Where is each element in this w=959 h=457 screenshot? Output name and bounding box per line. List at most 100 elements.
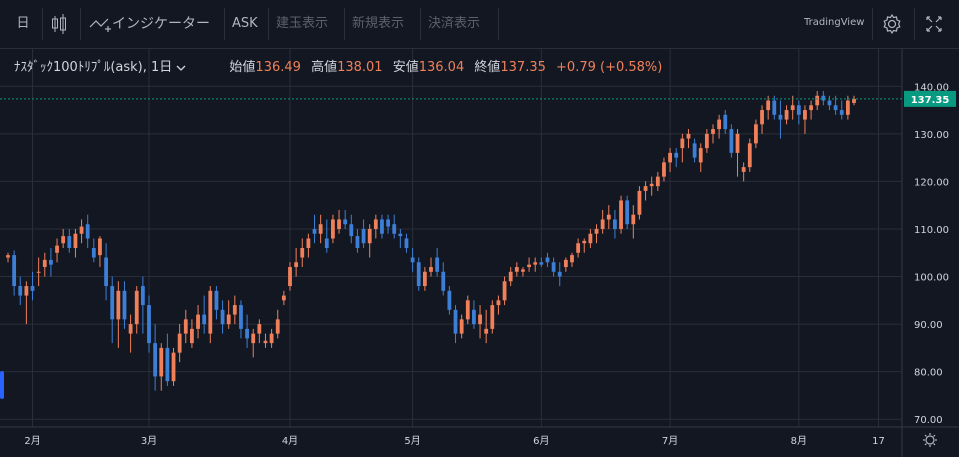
candle xyxy=(12,250,17,296)
symbol-title[interactable]: ﾅｽﾀﾞｯｸ100ﾄﾘﾌﾟﾙ(ask), 1日 xyxy=(14,60,173,75)
candle xyxy=(153,324,158,391)
candle xyxy=(735,129,740,177)
candle xyxy=(668,148,672,172)
candle xyxy=(269,328,274,348)
candle xyxy=(539,257,544,268)
y-tick-label: 120.00 xyxy=(914,177,949,188)
candle xyxy=(6,252,10,263)
candle xyxy=(723,110,728,134)
candle xyxy=(606,205,611,229)
settings-button[interactable] xyxy=(880,7,908,41)
change-value: +0.79 (+0.58%) xyxy=(556,60,663,75)
candle xyxy=(196,305,200,339)
candle xyxy=(563,257,568,272)
candle xyxy=(257,319,262,344)
time-settings-icon[interactable] xyxy=(923,433,937,447)
candle xyxy=(790,95,795,120)
candle xyxy=(521,267,525,277)
candle xyxy=(533,257,538,272)
candle xyxy=(36,257,41,287)
chevron-down-icon[interactable] xyxy=(175,62,187,74)
price-axis[interactable]: 140.00 130.00 120.00 110.00 100.00 90.00 80.00… xyxy=(901,49,949,457)
candle xyxy=(263,333,268,348)
chart-type-button[interactable] xyxy=(48,7,76,41)
y-tick-label: 130.00 xyxy=(914,130,949,141)
y-tick-label: 140.00 xyxy=(914,82,949,93)
candle xyxy=(110,276,115,344)
candle xyxy=(465,295,470,325)
candle xyxy=(122,281,127,329)
candle xyxy=(447,286,452,315)
candle xyxy=(355,228,360,253)
candle xyxy=(778,100,783,139)
ask-label: ASK xyxy=(232,16,258,31)
candle xyxy=(349,214,354,244)
candle xyxy=(331,214,335,244)
brand-logo: TradingView xyxy=(804,17,865,28)
close-label: 終値 xyxy=(474,60,501,75)
candle xyxy=(717,114,722,139)
candles xyxy=(0,91,856,399)
candle xyxy=(367,224,372,258)
candle xyxy=(496,295,501,315)
settle-display-button[interactable]: 決済表示 xyxy=(428,7,490,41)
x-tick-label: 7月 xyxy=(662,435,678,447)
candle xyxy=(410,248,415,272)
fullscreen-icon xyxy=(926,16,942,32)
candle xyxy=(18,276,23,306)
candle xyxy=(588,228,593,248)
candle xyxy=(294,248,299,277)
scroll-handle[interactable] xyxy=(0,371,4,399)
last-price-badge xyxy=(904,90,956,107)
candle xyxy=(61,228,66,248)
new-order-display-button[interactable]: 新規表示 xyxy=(352,7,414,41)
ask-button[interactable]: ASK xyxy=(232,7,264,41)
candle xyxy=(484,309,489,344)
indicators-button[interactable]: インジケーター xyxy=(88,7,218,41)
x-tick-label: 8月 xyxy=(791,435,807,447)
candle xyxy=(698,143,703,172)
candle xyxy=(711,124,715,144)
candle xyxy=(478,305,482,339)
candle xyxy=(116,281,121,348)
candlestick-icon xyxy=(52,14,66,34)
candle xyxy=(729,124,734,158)
candle xyxy=(67,228,72,253)
open-value: 136.49 xyxy=(255,60,301,75)
candle xyxy=(49,248,53,277)
x-tick-label: 17 xyxy=(872,436,885,447)
low-value: 136.04 xyxy=(418,60,465,75)
y-tick-label: 70.00 xyxy=(914,415,943,426)
candle xyxy=(220,300,225,334)
candle xyxy=(104,243,108,301)
y-tick-label: 100.00 xyxy=(914,273,949,284)
candle xyxy=(784,105,789,125)
interval-button[interactable]: 日 xyxy=(8,7,38,41)
candle xyxy=(171,347,176,386)
candle xyxy=(502,276,507,306)
candle xyxy=(760,105,764,134)
open-label: 始値 xyxy=(229,60,256,75)
candle xyxy=(809,100,813,120)
candle xyxy=(643,181,648,201)
candle xyxy=(845,95,850,120)
candle xyxy=(625,195,630,229)
candle xyxy=(177,324,182,363)
candle xyxy=(324,219,329,253)
interval-label: 日 xyxy=(16,16,30,31)
candle xyxy=(545,252,550,268)
candle xyxy=(128,314,133,353)
low-label: 安値 xyxy=(392,60,419,75)
x-tick-label: 5月 xyxy=(404,435,420,447)
price-chart[interactable]: 140.00 130.00 120.00 110.00 100.00 90.00 80.00… xyxy=(0,49,959,457)
position-display-label: 建玉表示 xyxy=(276,16,329,31)
time-axis[interactable]: 2月 3月 4月 5月 6月 7月 8月 17 xyxy=(0,426,959,447)
candle xyxy=(649,176,654,196)
candle xyxy=(422,267,427,291)
indicators-label: インジケーター xyxy=(112,16,210,32)
candle xyxy=(680,133,685,163)
fullscreen-button[interactable] xyxy=(922,7,950,41)
position-display-button[interactable]: 建玉表示 xyxy=(276,7,338,41)
candle xyxy=(147,295,151,353)
close-value: 137.35 xyxy=(500,60,546,75)
